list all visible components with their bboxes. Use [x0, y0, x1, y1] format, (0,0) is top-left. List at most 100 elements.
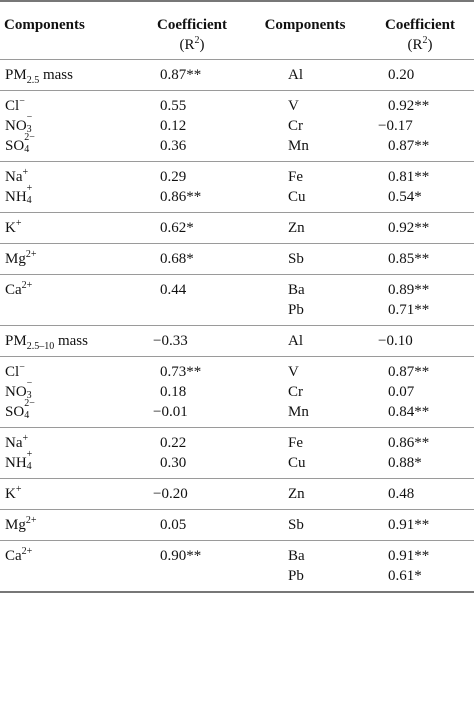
header-coefficient-right-title: Coefficient: [385, 17, 455, 33]
component-cell: SO 2− 4: [5, 133, 36, 156]
coefficient-cell: −0.10: [378, 333, 413, 349]
coefficient-cell: 0.87**: [160, 67, 202, 83]
coefficient-cell: 0.71**: [388, 302, 430, 318]
component-subscript: 2.5: [26, 75, 40, 86]
component-cell: Ca2+: [5, 280, 32, 300]
table-row: SO 2− 4 −0.01 Mn 0.84**: [0, 398, 474, 422]
component-symbol: NO: [5, 118, 27, 134]
component-cell: Mg2+: [5, 515, 36, 535]
component-charge: 2+: [21, 280, 33, 291]
header-r-exponent: 2: [422, 35, 428, 46]
correlation-table: Components Coefficient (R2) Components C…: [0, 0, 474, 593]
row-group: PM2.5–10 mass −0.33 Al −0.10: [0, 326, 474, 356]
coefficient-cell: 0.85**: [388, 251, 430, 267]
row-group: Ca2+ 0.44 Ba 0.89** Pb 0.71**: [0, 275, 474, 325]
component-symbol: K: [5, 486, 16, 502]
component-cell: Cl−: [5, 96, 25, 116]
element-cell: Pb: [288, 568, 304, 584]
table-row: Pb 0.71**: [0, 300, 474, 320]
coefficient-cell: 0.12: [160, 118, 187, 134]
component-cell: K+: [5, 218, 21, 238]
table-row: K+ 0.62* Zn 0.92**: [0, 218, 474, 238]
coefficient-cell: −0.01: [153, 404, 188, 420]
row-divider: [0, 478, 474, 479]
element-cell: V: [288, 364, 299, 380]
coefficient-cell: 0.30: [160, 455, 187, 471]
component-symbol: K: [5, 220, 16, 236]
coefficient-cell: 0.44: [160, 282, 187, 298]
component-cell: Na+: [5, 433, 28, 453]
coefficient-cell: 0.20: [388, 67, 415, 83]
component-cell: Ca2+: [5, 546, 32, 566]
element-cell: Pb: [288, 302, 304, 318]
component-cell: Cl−: [5, 362, 25, 382]
component-symbol: NO: [5, 384, 27, 400]
coefficient-cell: 0.87**: [388, 364, 430, 380]
component-charge: +: [22, 433, 29, 444]
component-cell: NO −3: [5, 378, 39, 402]
row-group: K+ −0.20 Zn 0.48: [0, 479, 474, 509]
component-subscript: 2.5–10: [26, 341, 55, 352]
table-row: PM2.5–10 mass −0.33 Al −0.10: [0, 331, 474, 352]
row-group: Mg2+ 0.05 Sb 0.91**: [0, 510, 474, 540]
component-charge: 2+: [25, 249, 37, 260]
row-group: Cl− 0.73** V 0.87** NO −3 0.18 Cr 0.07 SO 2− 4 −0.01…: [0, 357, 474, 427]
component-symbol: Cl: [5, 98, 20, 114]
row-divider: [0, 356, 474, 357]
component-charge: +: [15, 218, 22, 229]
coefficient-cell: 0.86**: [160, 189, 202, 205]
component-symbol: NH: [5, 189, 27, 205]
header-r-close: ): [199, 37, 205, 53]
row-divider: [0, 90, 474, 91]
row-divider: [0, 540, 474, 541]
component-subscript: 4: [26, 195, 32, 206]
component-charge: −: [19, 362, 25, 373]
element-cell: Sb: [288, 251, 304, 267]
component-ion-index: +4: [26, 184, 39, 206]
table-row: Ca2+ 0.44 Ba 0.89**: [0, 280, 474, 300]
table-row: Ca2+ 0.90** Ba 0.91**: [0, 546, 474, 566]
element-cell: Mn: [288, 138, 309, 154]
element-cell: Cu: [288, 189, 306, 205]
coefficient-cell: 0.87**: [388, 138, 430, 154]
component-charge: 2−: [24, 398, 35, 409]
coefficient-cell: −0.33: [153, 333, 188, 349]
coefficient-cell: 0.54*: [388, 189, 422, 205]
table-row: Cl− 0.73** V 0.87**: [0, 362, 474, 382]
coefficient-cell: 0.29: [160, 169, 187, 185]
header-r-close: ): [427, 37, 433, 53]
element-cell: Fe: [288, 169, 303, 185]
row-divider: [0, 243, 474, 244]
component-symbol: Mg: [5, 517, 26, 533]
component-cell: NH +4: [5, 450, 39, 473]
component-ion-index: +4: [27, 450, 39, 472]
coefficient-cell: 0.07: [388, 384, 415, 400]
row-divider: [0, 59, 474, 60]
component-symbol: Na: [5, 435, 23, 451]
coefficient-cell: 0.89**: [388, 282, 430, 298]
table-row: PM2.5 mass 0.87** Al 0.20: [0, 65, 474, 86]
row-group: PM2.5 mass 0.87** Al 0.20: [0, 60, 474, 90]
component-cell: K+: [5, 484, 21, 504]
header-coefficient-right: Coefficient (R2): [364, 15, 474, 55]
component-charge: +: [22, 167, 29, 178]
component-symbol: Mg: [5, 251, 26, 267]
table-row: NO −3 0.12 Cr −0.17: [0, 113, 474, 136]
coefficient-cell: 0.05: [160, 517, 187, 533]
row-divider: [0, 212, 474, 213]
component-ion-index: −3: [27, 113, 39, 135]
coefficient-cell: 0.36: [160, 138, 187, 154]
row-group: Na+ 0.22 Fe 0.86** NH +4 0.30 Cu 0.88*: [0, 428, 474, 478]
component-charge: +: [26, 183, 33, 194]
coefficient-cell: 0.92**: [388, 98, 430, 114]
component-charge: −: [19, 96, 25, 107]
element-cell: Zn: [288, 486, 305, 502]
component-symbol: PM: [5, 67, 27, 83]
component-symbol: SO: [5, 404, 25, 420]
coefficient-cell: 0.48: [388, 486, 415, 502]
table-row: NH +4 0.86** Cu 0.54*: [0, 184, 474, 207]
component-cell: PM2.5 mass: [5, 65, 73, 86]
element-cell: Zn: [288, 220, 305, 236]
coefficient-cell: 0.22: [160, 435, 187, 451]
component-charge: −: [26, 378, 33, 389]
